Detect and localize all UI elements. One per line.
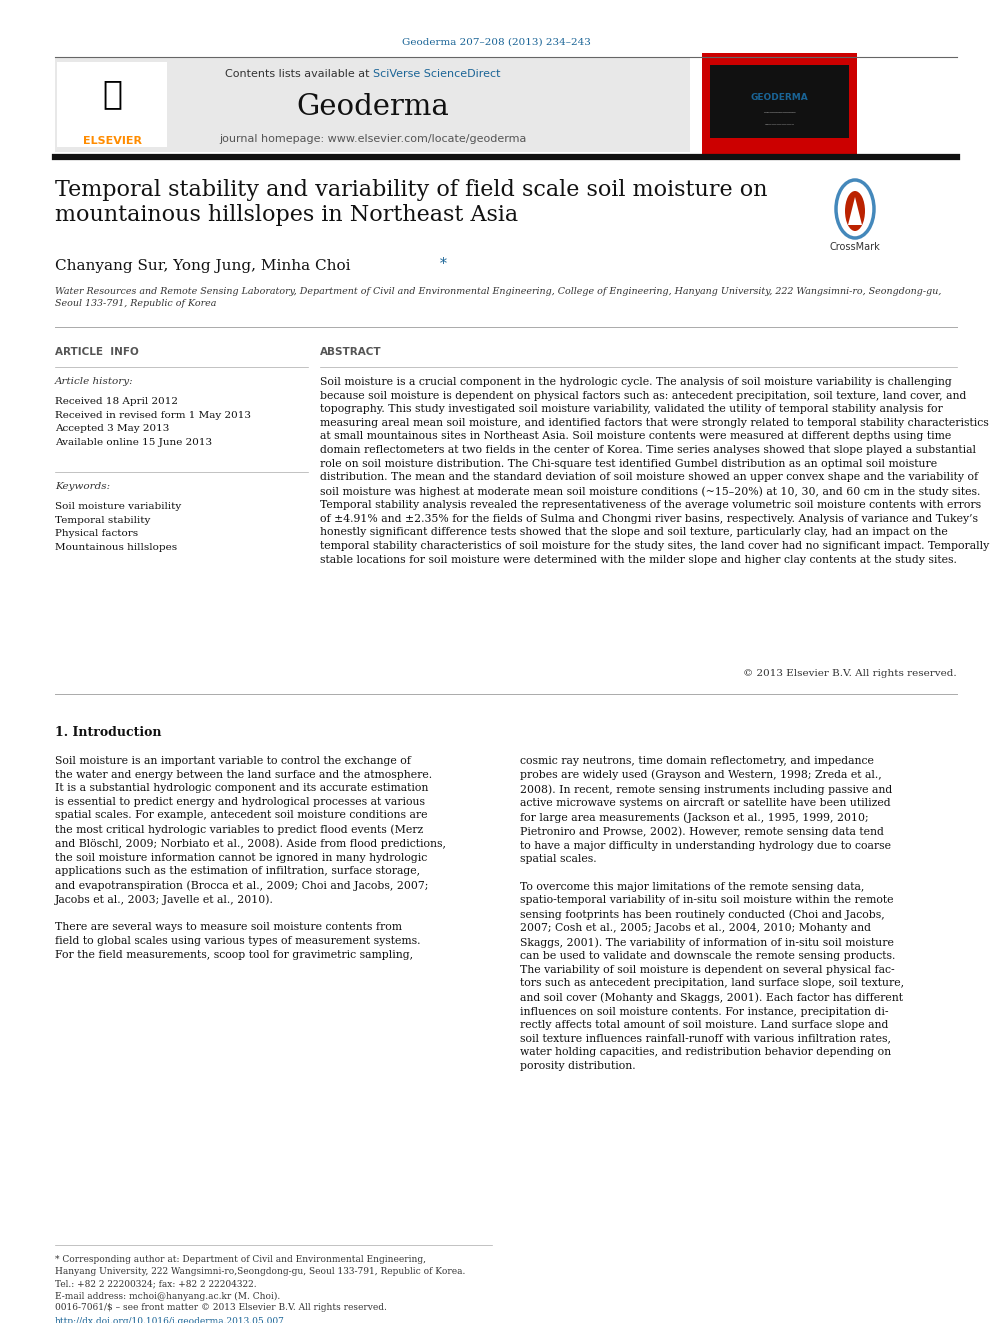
Text: Geoderma: Geoderma bbox=[296, 93, 449, 120]
Ellipse shape bbox=[845, 191, 865, 232]
Text: ABSTRACT: ABSTRACT bbox=[320, 347, 382, 357]
Text: ELSEVIER: ELSEVIER bbox=[82, 136, 142, 146]
Text: ──────────: ────────── bbox=[763, 111, 796, 116]
Text: http://dx.doi.org/10.1016/j.geoderma.2013.05.007: http://dx.doi.org/10.1016/j.geoderma.201… bbox=[55, 1316, 285, 1323]
Bar bbox=[55, 57, 690, 152]
Text: Received 18 April 2012
Received in revised form 1 May 2013
Accepted 3 May 2013
A: Received 18 April 2012 Received in revis… bbox=[55, 397, 251, 447]
Text: Geoderma 207–208 (2013) 234–243: Geoderma 207–208 (2013) 234–243 bbox=[402, 37, 590, 46]
Bar bbox=[57, 62, 167, 147]
Text: © 2013 Elsevier B.V. All rights reserved.: © 2013 Elsevier B.V. All rights reserved… bbox=[743, 669, 957, 677]
Text: Contents lists available at: Contents lists available at bbox=[224, 69, 373, 79]
Text: SciVerse ScienceDirect: SciVerse ScienceDirect bbox=[373, 69, 500, 79]
Text: ARTICLE  INFO: ARTICLE INFO bbox=[55, 347, 139, 357]
Bar bbox=[702, 53, 857, 153]
Text: Soil moisture variability
Temporal stability
Physical factors
Mountainous hillsl: Soil moisture variability Temporal stabi… bbox=[55, 501, 182, 552]
Text: 0016-7061/$ – see front matter © 2013 Elsevier B.V. All rights reserved.: 0016-7061/$ – see front matter © 2013 El… bbox=[55, 1303, 387, 1312]
Text: * Corresponding author at: Department of Civil and Environmental Engineering,
Ha: * Corresponding author at: Department of… bbox=[55, 1256, 465, 1301]
Text: 1. Introduction: 1. Introduction bbox=[55, 726, 162, 740]
Text: GEODERMA: GEODERMA bbox=[751, 93, 808, 102]
Text: Soil moisture is an important variable to control the exchange of
the water and : Soil moisture is an important variable t… bbox=[55, 755, 446, 959]
Text: Chanyang Sur, Yong Jung, Minha Choi: Chanyang Sur, Yong Jung, Minha Choi bbox=[55, 259, 350, 273]
Text: Soil moisture is a crucial component in the hydrologic cycle. The analysis of so: Soil moisture is a crucial component in … bbox=[320, 377, 989, 565]
Text: journal homepage: www.elsevier.com/locate/geoderma: journal homepage: www.elsevier.com/locat… bbox=[219, 134, 526, 144]
Text: Water Resources and Remote Sensing Laboratory, Department of Civil and Environme: Water Resources and Remote Sensing Labor… bbox=[55, 287, 941, 308]
Text: *: * bbox=[440, 257, 446, 271]
Text: Article history:: Article history: bbox=[55, 377, 134, 386]
Text: CrossMark: CrossMark bbox=[829, 242, 880, 251]
Text: Keywords:: Keywords: bbox=[55, 482, 110, 491]
Polygon shape bbox=[848, 197, 862, 225]
Text: 🌲: 🌲 bbox=[102, 78, 122, 111]
Text: Temporal stability and variability of field scale soil moisture on
mountainous h: Temporal stability and variability of fi… bbox=[55, 179, 768, 226]
Text: cosmic ray neutrons, time domain reflectometry, and impedance
probes are widely : cosmic ray neutrons, time domain reflect… bbox=[520, 755, 904, 1070]
Text: ────────────: ──────────── bbox=[765, 123, 795, 127]
Bar bbox=[710, 65, 849, 138]
